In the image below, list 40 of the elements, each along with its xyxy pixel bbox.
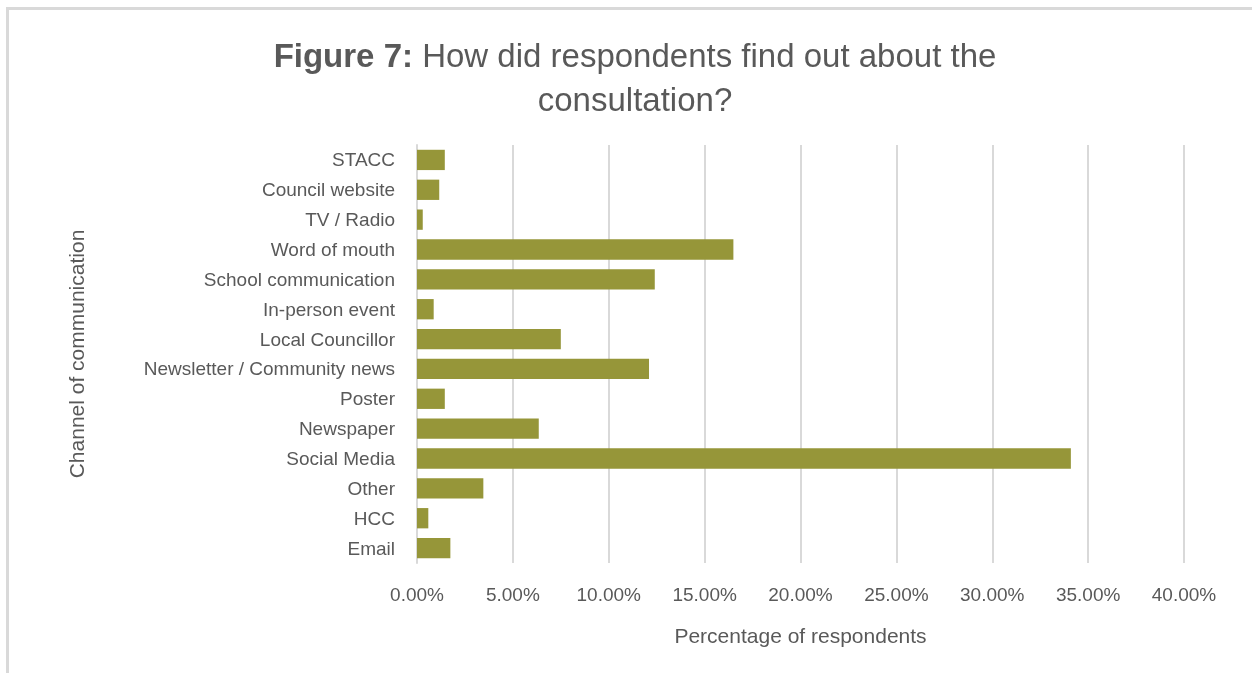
bar <box>417 179 440 200</box>
bar <box>417 299 434 320</box>
y-axis-title: Channel of communication <box>65 229 88 479</box>
y-tick-label: Poster <box>340 388 396 410</box>
bar <box>417 328 561 350</box>
bar <box>417 388 445 409</box>
bar <box>417 448 1071 469</box>
bar <box>417 418 539 439</box>
y-tick-label: Newspaper <box>298 418 396 440</box>
bar <box>417 209 423 230</box>
x-tick-label: 35.00% <box>1055 584 1121 605</box>
bar <box>417 537 451 559</box>
y-tick-label: TV / Radio <box>305 209 395 231</box>
chart-title: Figure 7: How did respondents find out about the consultation? <box>273 36 997 118</box>
y-tick-label: Other <box>347 477 396 499</box>
bar <box>417 269 655 290</box>
x-tick-label: 20.00% <box>768 584 833 605</box>
y-tick-label: Local Councillor <box>259 328 396 350</box>
y-tick-label: Newsletter / Community news <box>143 358 395 380</box>
y-tick-label: Social Media <box>286 448 396 469</box>
x-axis-title: Percentage of respondents <box>674 624 927 647</box>
x-tick-label: 25.00% <box>864 584 929 605</box>
bar <box>417 508 429 529</box>
x-tick-label: 5.00% <box>485 584 540 605</box>
x-tick-label: 40.00% <box>1151 584 1217 605</box>
y-tick-label: In-person event <box>262 298 396 320</box>
bar <box>417 239 734 260</box>
y-tick-label: Email <box>347 537 395 559</box>
y-tick-label: Council website <box>261 179 395 201</box>
bar <box>417 149 445 171</box>
x-tick-label: 0.00% <box>390 584 445 605</box>
bar <box>417 478 484 499</box>
y-tick-label: School communication <box>203 268 395 290</box>
y-tick-label: STACC <box>332 149 395 171</box>
x-tick-label: 30.00% <box>960 584 1025 605</box>
y-tick-label: Word of mouth <box>270 239 395 260</box>
x-tick-label: 10.00% <box>576 584 642 605</box>
x-tick-label: 15.00% <box>672 584 737 605</box>
y-tick-label: HCC <box>353 507 395 529</box>
bar <box>417 358 650 380</box>
